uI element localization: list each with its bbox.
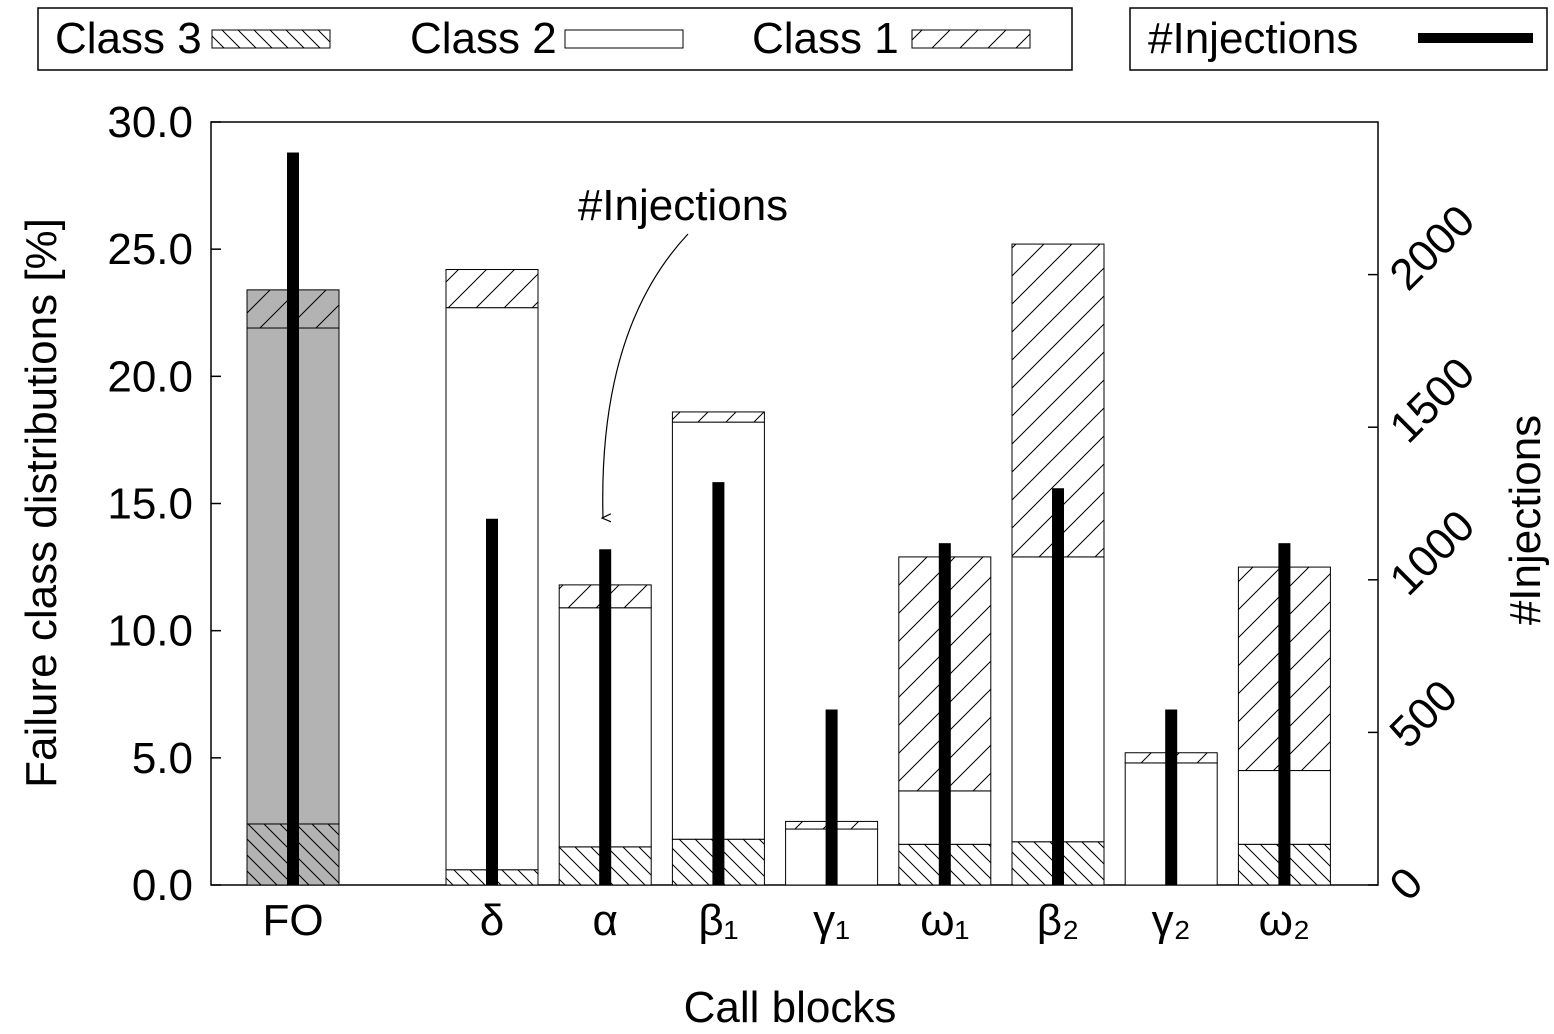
x-tick-label: β₁ <box>698 896 738 945</box>
y-tick-label: 20.0 <box>107 352 193 401</box>
x-tick-label: ω₂ <box>1259 896 1310 945</box>
x-tick-label: α <box>592 896 617 945</box>
y2-axis-label: #Injections <box>1501 415 1550 625</box>
injection-bar <box>825 709 838 885</box>
injection-bar <box>287 152 299 885</box>
legend-label: #Injections <box>1148 14 1358 63</box>
annotation-arrow <box>603 233 689 518</box>
x-tick-label: δ <box>480 896 505 945</box>
y-tick-label: 25.0 <box>107 225 193 274</box>
injection-bar <box>486 518 498 885</box>
y-tick-label: 15.0 <box>107 480 193 529</box>
y-tick-label: 30.0 <box>107 98 193 147</box>
y-tick-label: 0.0 <box>132 861 193 910</box>
x-tick-label: β₂ <box>1037 896 1079 945</box>
y-axis-label: Failure class distributions [%] <box>17 218 66 788</box>
legend-box <box>1129 7 1548 71</box>
legend-label: Class 1 <box>752 14 899 63</box>
legend-hatch <box>212 30 330 48</box>
y2-tick-label: 0 <box>1380 858 1432 910</box>
injection-bar <box>712 482 725 885</box>
injection-bar <box>1278 543 1291 885</box>
x-axis-label: Call blocks <box>684 983 897 1032</box>
legend-swatch <box>564 29 684 49</box>
hatch <box>672 411 765 423</box>
y2-tick-label: 2000 <box>1380 196 1484 300</box>
x-tick-label: FO <box>262 896 323 945</box>
y-tick-label: 5.0 <box>132 734 193 783</box>
injection-bar <box>1165 709 1178 885</box>
annotation: #Injections <box>578 181 788 230</box>
y2-tick-label: 1500 <box>1380 348 1484 452</box>
x-tick-label: ω₁ <box>920 896 969 945</box>
x-tick-label: γ₁ <box>813 896 850 945</box>
hatch <box>446 269 538 308</box>
injection-bar <box>938 543 951 885</box>
legend-label: Class 3 <box>55 14 202 63</box>
injection-bar <box>1052 488 1064 885</box>
legend-label: Class 2 <box>410 14 557 63</box>
legend-box <box>37 7 1073 71</box>
legend-hatch <box>912 30 1030 48</box>
x-tick-label: γ₂ <box>1152 896 1191 945</box>
injection-bar <box>599 549 612 885</box>
y-tick-label: 10.0 <box>107 607 193 656</box>
y2-tick-label: 1000 <box>1380 501 1484 605</box>
y2-tick-label: 500 <box>1380 671 1467 758</box>
